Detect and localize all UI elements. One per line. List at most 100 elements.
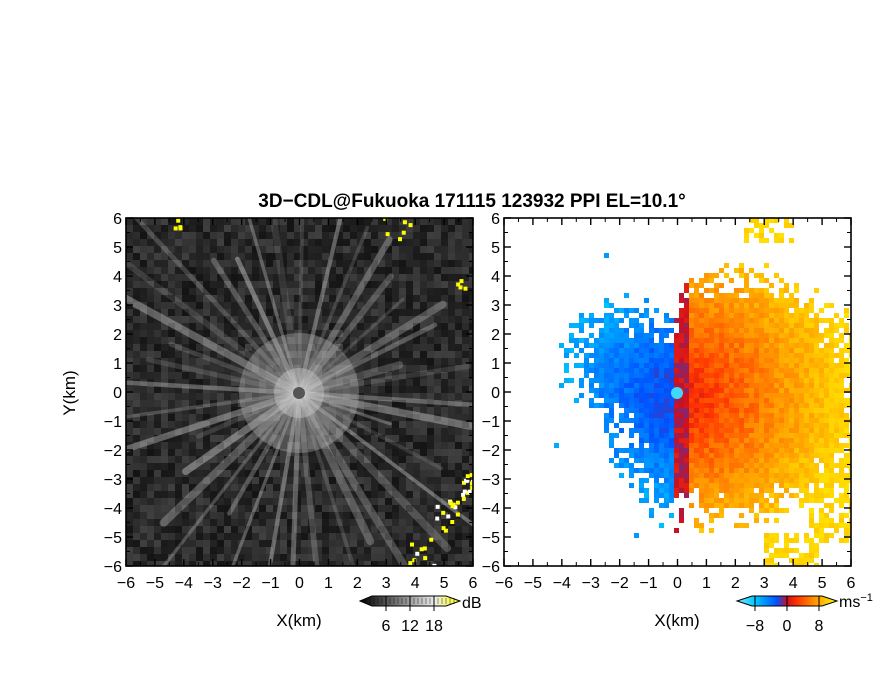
reflectivity-cell [189, 421, 196, 428]
x-tick-label: 0 [295, 575, 304, 592]
velocity-cell [684, 363, 689, 368]
reflectivity-cell [301, 512, 308, 519]
reflectivity-cell [322, 540, 329, 547]
velocity-cell [639, 433, 644, 438]
velocity-cell [764, 413, 769, 418]
reflectivity-cell [392, 344, 399, 351]
velocity-cell [749, 453, 754, 458]
reflectivity-cell [329, 428, 336, 435]
reflectivity-cell [273, 260, 280, 267]
reflectivity-cell [455, 554, 462, 561]
reflectivity-cell [301, 449, 308, 456]
reflectivity-cell [203, 477, 210, 484]
velocity-cell [724, 468, 729, 473]
reflectivity-cell [210, 386, 217, 393]
velocity-cell [709, 483, 714, 488]
velocity-cell [704, 398, 709, 403]
velocity-cell [709, 428, 714, 433]
y-tick-label: −4 [104, 501, 122, 518]
velocity-cell [659, 363, 664, 368]
velocity-cell [759, 498, 764, 503]
reflectivity-ray [231, 391, 301, 566]
reflectivity-cell [385, 512, 392, 519]
velocity-cell [754, 303, 759, 308]
reflectivity-cell [434, 274, 441, 281]
reflectivity-cell [259, 400, 266, 407]
reflectivity-cell [161, 253, 168, 260]
reflectivity-cell [168, 218, 175, 225]
reflectivity-cell [210, 477, 217, 484]
reflectivity-cell [182, 344, 189, 351]
reflectivity-cell [441, 498, 448, 505]
reflectivity-cell [126, 400, 133, 407]
velocity-cell [844, 533, 849, 538]
reflectivity-cell [175, 337, 182, 344]
velocity-cell [794, 383, 799, 388]
velocity-cell [844, 498, 849, 503]
velocity-cell [759, 418, 764, 423]
velocity-cell [714, 393, 719, 398]
reflectivity-cell [336, 337, 343, 344]
velocity-cell [654, 493, 659, 498]
velocity-cell [609, 383, 614, 388]
velocity-cell [664, 473, 669, 478]
reflectivity-cell [392, 477, 399, 484]
velocity-cell [829, 388, 834, 393]
velocity-cell [759, 488, 764, 493]
reflectivity-cell [336, 274, 343, 281]
velocity-cell [714, 493, 719, 498]
reflectivity-cell [455, 225, 462, 232]
reflectivity-cell [182, 442, 189, 449]
reflectivity-cell [322, 225, 329, 232]
velocity-cell [754, 333, 759, 338]
reflectivity-cell [350, 505, 357, 512]
reflectivity-cell [259, 386, 266, 393]
velocity-cell [809, 463, 814, 468]
velocity-cell [604, 413, 609, 418]
velocity-cell [684, 448, 689, 453]
reflectivity-cell [231, 225, 238, 232]
reflectivity-cell [280, 554, 287, 561]
velocity-cell [819, 523, 824, 528]
reflectivity-cell [133, 477, 140, 484]
velocity-cell [769, 393, 774, 398]
reflectivity-cell [245, 316, 252, 323]
velocity-cell [729, 483, 734, 488]
reflectivity-cell [343, 330, 350, 337]
velocity-cell [774, 443, 779, 448]
velocity-cell [824, 388, 829, 393]
velocity-cell [844, 398, 849, 403]
reflectivity-cell [357, 323, 364, 330]
reflectivity-cell [322, 281, 329, 288]
velocity-cell [714, 408, 719, 413]
velocity-cell [629, 483, 634, 488]
velocity-cell [829, 403, 834, 408]
reflectivity-cell [252, 463, 259, 470]
reflectivity-cell [259, 330, 266, 337]
reflectivity-cell [280, 386, 287, 393]
reflectivity-cell [420, 470, 427, 477]
reflectivity-cell [392, 358, 399, 365]
velocity-cell [824, 318, 829, 323]
velocity-cell [684, 333, 689, 338]
reflectivity-cell [420, 246, 427, 253]
velocity-cell [779, 238, 784, 243]
reflectivity-cell [175, 344, 182, 351]
reflectivity-cell [343, 274, 350, 281]
reflectivity-cell [154, 288, 161, 295]
reflectivity-cell [427, 484, 434, 491]
reflectivity-ray [297, 218, 305, 395]
reflectivity-cell [385, 407, 392, 414]
reflectivity-cell [294, 358, 301, 365]
reflectivity-cell [126, 540, 133, 547]
velocity-cell [689, 488, 694, 493]
reflectivity-cell [196, 372, 203, 379]
velocity-cell [774, 498, 779, 503]
reflectivity-cell [238, 260, 245, 267]
reflectivity-cell [189, 239, 196, 246]
velocity-cell [739, 328, 744, 333]
reflectivity-cell [469, 281, 473, 288]
velocity-cell [719, 298, 724, 303]
velocity-cell [759, 448, 764, 453]
reflectivity-cell [266, 456, 273, 463]
